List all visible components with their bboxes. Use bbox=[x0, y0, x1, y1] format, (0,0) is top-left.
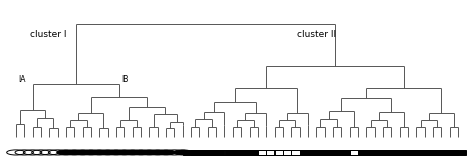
Bar bbox=[341, 150, 358, 155]
Text: cluster II: cluster II bbox=[297, 30, 336, 39]
Circle shape bbox=[115, 150, 134, 155]
Bar bbox=[225, 150, 241, 155]
Bar bbox=[408, 150, 425, 155]
Bar bbox=[250, 150, 266, 155]
Bar bbox=[400, 150, 416, 155]
Circle shape bbox=[148, 150, 167, 155]
Bar bbox=[308, 150, 325, 155]
Circle shape bbox=[107, 150, 125, 155]
Text: cluster I: cluster I bbox=[29, 30, 66, 39]
Bar bbox=[441, 150, 458, 155]
Bar bbox=[274, 150, 291, 155]
Circle shape bbox=[124, 150, 142, 155]
Text: IB: IB bbox=[121, 74, 128, 84]
Bar bbox=[208, 150, 224, 155]
Circle shape bbox=[132, 150, 150, 155]
Bar bbox=[233, 150, 249, 155]
Bar bbox=[292, 150, 308, 155]
Circle shape bbox=[82, 150, 100, 155]
Bar bbox=[200, 150, 216, 155]
Bar bbox=[392, 150, 408, 155]
Bar bbox=[266, 150, 283, 155]
Bar bbox=[241, 150, 258, 155]
Circle shape bbox=[57, 150, 75, 155]
Bar bbox=[433, 150, 450, 155]
Bar bbox=[375, 150, 392, 155]
Bar bbox=[316, 150, 333, 155]
Circle shape bbox=[65, 150, 83, 155]
Bar bbox=[216, 150, 233, 155]
Bar bbox=[417, 150, 433, 155]
Circle shape bbox=[73, 150, 92, 155]
Bar bbox=[258, 150, 274, 155]
Circle shape bbox=[90, 150, 109, 155]
Bar bbox=[450, 150, 466, 155]
Bar bbox=[425, 150, 441, 155]
Bar bbox=[366, 150, 383, 155]
Bar bbox=[283, 150, 300, 155]
Bar bbox=[325, 150, 341, 155]
Bar bbox=[350, 150, 366, 155]
Circle shape bbox=[140, 150, 159, 155]
Circle shape bbox=[157, 150, 175, 155]
Bar bbox=[183, 150, 200, 155]
Bar bbox=[358, 150, 374, 155]
Circle shape bbox=[99, 150, 117, 155]
Text: IA: IA bbox=[18, 74, 26, 84]
Bar bbox=[300, 150, 316, 155]
Bar bbox=[383, 150, 400, 155]
Bar bbox=[191, 150, 208, 155]
Bar bbox=[333, 150, 350, 155]
Circle shape bbox=[173, 150, 192, 155]
